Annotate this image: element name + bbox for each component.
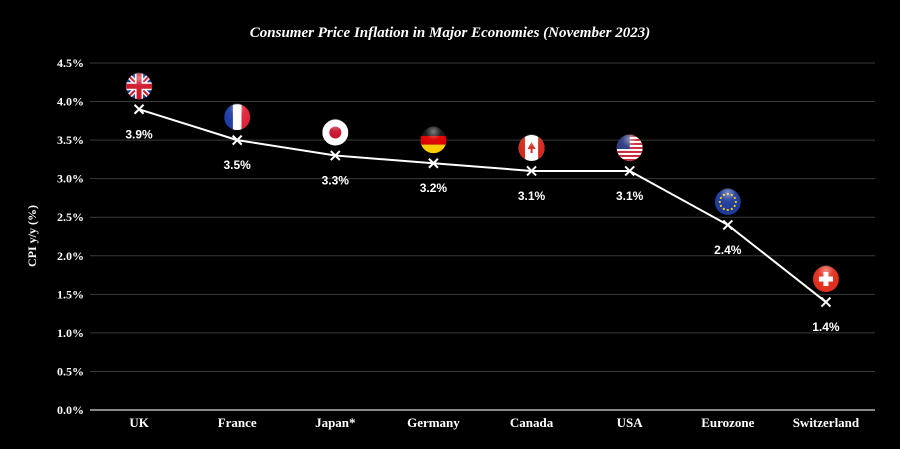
japan-flag-icon <box>322 118 349 146</box>
data-point-marker <box>330 150 341 161</box>
flag-gloss <box>422 126 445 149</box>
x-tick-label: Japan* <box>315 415 355 430</box>
y-tick-label: 2.0% <box>57 249 84 263</box>
data-point-marker <box>624 165 635 177</box>
data-point-marker <box>231 134 243 146</box>
uk-flag-icon <box>126 72 153 100</box>
data-point-marker <box>722 219 734 231</box>
flag-gloss <box>618 133 641 156</box>
flag-gloss <box>226 103 249 126</box>
usa-flag-icon <box>616 133 643 161</box>
y-tick-label: 0.0% <box>57 403 84 417</box>
germany-flag-icon <box>420 126 447 154</box>
france-flag-icon <box>224 103 251 131</box>
x-marker <box>428 158 439 169</box>
flag-gloss <box>520 133 543 156</box>
switzerland-flag-icon <box>812 265 839 293</box>
data-label: 2.4% <box>714 243 742 257</box>
data-label: 3.5% <box>224 158 252 172</box>
y-tick-label: 1.0% <box>57 326 84 340</box>
y-axis-label: CPI y/y (%) <box>25 205 39 267</box>
series-line <box>138 108 827 303</box>
x-marker <box>624 165 635 177</box>
x-marker <box>231 134 243 146</box>
data-label: 3.2% <box>420 181 448 195</box>
x-tick-label: Germany <box>407 415 460 430</box>
x-marker <box>330 150 341 161</box>
x-marker <box>722 219 734 231</box>
y-tick-label: 1.5% <box>57 287 84 301</box>
data-label: 1.4% <box>812 320 840 334</box>
data-label: 3.1% <box>616 189 644 203</box>
flag-gloss <box>716 187 739 210</box>
x-tick-label: USA <box>617 415 644 430</box>
data-point-marker <box>526 165 537 177</box>
data-point-marker <box>133 104 145 115</box>
chart-title: Consumer Price Inflation in Major Econom… <box>250 25 650 41</box>
y-tick-label: 2.5% <box>57 210 84 224</box>
x-tick-label: Canada <box>510 415 554 430</box>
x-tick-label: UK <box>129 415 149 430</box>
data-point-marker <box>428 158 439 169</box>
y-tick-label: 4.0% <box>57 95 84 109</box>
x-marker <box>526 165 537 177</box>
x-marker <box>133 104 145 115</box>
x-tick-label: Eurozone <box>701 415 754 430</box>
y-tick-label: 3.0% <box>57 172 84 186</box>
flag-gloss <box>128 72 151 95</box>
flag-gloss <box>814 265 837 288</box>
x-tick-label: France <box>218 415 257 430</box>
y-tick-label: 3.5% <box>57 133 84 147</box>
flag-part <box>616 158 643 161</box>
flag-gloss <box>324 118 347 141</box>
x-marker <box>820 296 832 308</box>
y-tick-label: 0.5% <box>57 364 84 378</box>
eu-flag-icon <box>714 187 741 215</box>
data-label: 3.1% <box>518 189 546 203</box>
data-label: 3.3% <box>322 174 350 188</box>
x-tick-label: Switzerland <box>793 415 860 430</box>
y-tick-label: 4.5% <box>57 56 84 70</box>
data-point-marker <box>820 296 832 308</box>
canada-flag-icon <box>518 133 545 161</box>
flag-part <box>420 144 447 154</box>
data-label: 3.9% <box>125 127 153 141</box>
